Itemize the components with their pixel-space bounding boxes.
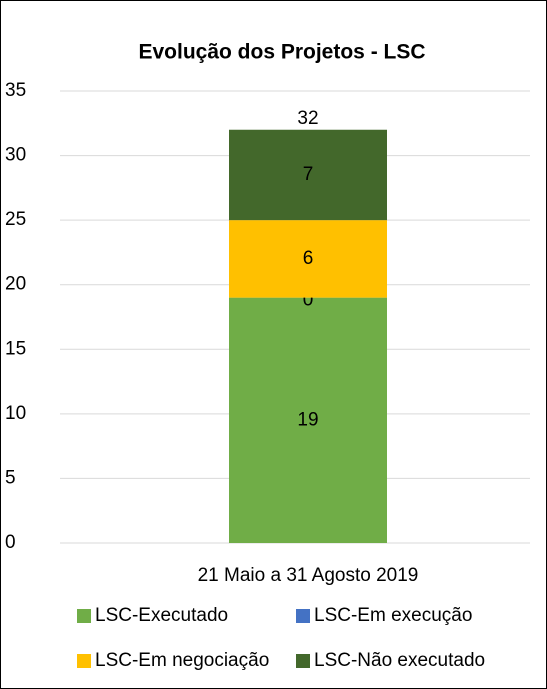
- bar-segment: [229, 220, 387, 298]
- y-tick-label: 20: [5, 274, 26, 295]
- legend-label: LSC-Não executado: [314, 650, 485, 671]
- legend-swatch: [296, 609, 310, 623]
- chart-title: Evolução dos Projetos - LSC: [138, 41, 425, 64]
- x-tick-label: 21 Maio a 31 Agosto 2019: [198, 565, 419, 586]
- y-tick-label: 25: [5, 209, 26, 230]
- total-label: 32: [297, 108, 318, 129]
- data-label: 7: [303, 164, 314, 185]
- legend-label: LSC-Em negociação: [95, 650, 269, 671]
- data-label: 19: [297, 409, 318, 430]
- y-tick-label: 0: [5, 532, 16, 553]
- bar-segment: [229, 129, 387, 221]
- y-tick-label: 30: [5, 145, 26, 166]
- y-tick-label: 10: [5, 403, 26, 424]
- y-tick-label: 35: [5, 80, 26, 101]
- legend-label: LSC-Em execução: [314, 605, 472, 626]
- y-tick-label: 5: [5, 467, 16, 488]
- y-tick-label: 15: [5, 338, 26, 359]
- data-label: 6: [303, 248, 314, 269]
- legend-swatch: [296, 654, 310, 668]
- legend-swatch: [77, 609, 91, 623]
- bar-segment: [229, 297, 387, 543]
- data-label: 0: [303, 290, 314, 311]
- legend-swatch: [77, 654, 91, 668]
- legend-label: LSC-Executado: [95, 605, 228, 626]
